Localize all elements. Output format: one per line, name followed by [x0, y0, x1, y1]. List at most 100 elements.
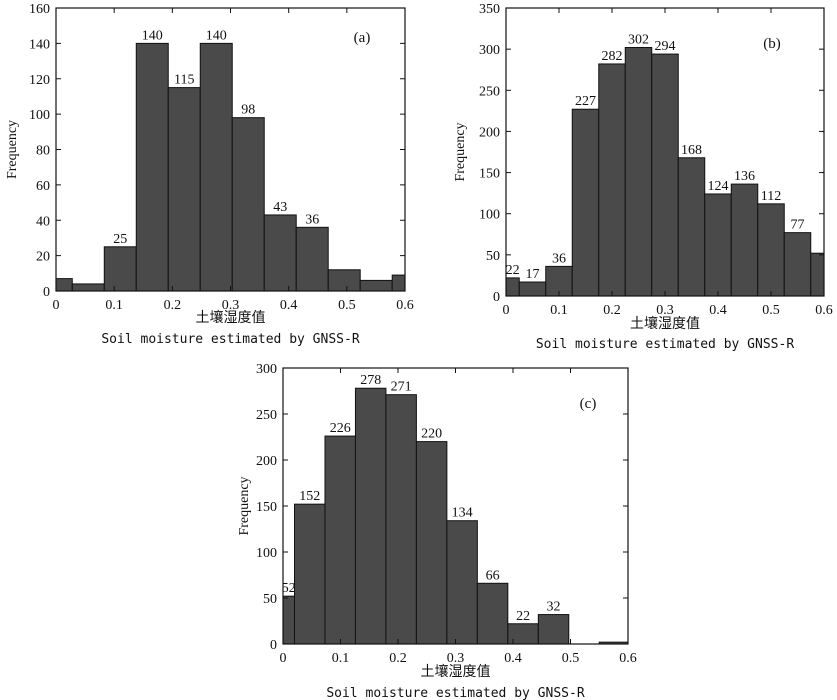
x-tick-label: 0.2 [389, 651, 407, 666]
histogram-bar [810, 252, 825, 297]
y-tick-label: 20 [36, 250, 50, 265]
bar-value-label: 32 [547, 600, 561, 615]
histogram-bar [135, 42, 169, 292]
panel-label: (b) [763, 36, 781, 52]
bar-value-label: 136 [734, 169, 755, 184]
bar-value-label: 278 [360, 373, 381, 388]
y-tick-label: 150 [256, 500, 277, 515]
histogram-bar [507, 623, 539, 645]
histogram-bar [231, 117, 265, 292]
histogram-bar [167, 87, 201, 292]
bar-value-label: 226 [330, 421, 351, 436]
histogram-bar [263, 214, 297, 292]
bar-value-label: 112 [761, 189, 781, 204]
y-tick-label: 0 [43, 285, 50, 300]
histogram-bar [71, 283, 105, 292]
histogram-bar [359, 279, 393, 292]
x-tick-label: 0.2 [164, 298, 182, 313]
y-tick-label: 0 [493, 290, 500, 305]
x-axis-label-chinese: 土壤湿度值 [196, 309, 266, 326]
bar-value-label: 168 [681, 143, 702, 158]
y-tick-label: 40 [36, 214, 50, 229]
x-tick-label: 0 [53, 298, 60, 313]
y-axis-label: Frequency [453, 122, 468, 181]
x-tick-label: 0.1 [105, 298, 123, 313]
bar-value-label: 140 [142, 28, 163, 43]
x-tick-label: 0.5 [562, 651, 580, 666]
y-tick-label: 50 [263, 592, 277, 607]
histogram-bar [385, 394, 417, 645]
x-tick-label: 0.5 [762, 303, 780, 318]
y-tick-label: 0 [270, 638, 277, 653]
histogram-bar [598, 63, 626, 297]
bar-value-label: 77 [791, 218, 805, 233]
bar-value-label: 294 [655, 39, 676, 54]
histogram-bar [704, 193, 732, 297]
x-tick-label: 0.6 [815, 303, 833, 318]
y-tick-label: 100 [256, 546, 277, 561]
y-tick-label: 250 [256, 408, 277, 423]
histogram-bar [295, 226, 329, 292]
x-tick-label: 0.6 [396, 298, 414, 313]
y-tick-label: 250 [479, 84, 500, 99]
bar-value-label: 98 [241, 103, 255, 118]
histogram-panel-c: 52 152 226 278 271 220 134 66 22 32 0 0.1 0.2 0.3 0.4 0… [237, 362, 637, 700]
histogram-bar [55, 278, 73, 292]
bar-value-label: 220 [421, 427, 442, 442]
histogram-bar [199, 42, 233, 292]
bar-value-label: 36 [552, 251, 566, 266]
x-tick-label: 0.3 [222, 298, 240, 313]
histogram-bar [624, 46, 653, 297]
bar-value-label: 124 [708, 179, 729, 194]
histogram-bar [518, 281, 547, 297]
y-tick-label: 140 [29, 37, 50, 52]
histogram-bar [324, 435, 356, 645]
histogram-panel-a: 25 140 115 140 98 43 36 0 0.1 0.2 0.3 0.4 0.5 0.6 0 20 4… [5, 2, 414, 347]
bar-value-label: 43 [273, 200, 287, 215]
y-tick-label: 100 [29, 108, 50, 123]
y-tick-label: 300 [479, 43, 500, 58]
y-tick-label: 300 [256, 362, 277, 377]
bar-value-label: 134 [452, 506, 473, 521]
x-axis-label-english: Soil moisture estimated by GNSS-R [536, 337, 794, 352]
histogram-bar [757, 203, 785, 297]
x-tick-label: 0.3 [447, 651, 465, 666]
x-tick-label: 0.1 [550, 303, 568, 318]
histogram-bar [505, 277, 520, 297]
y-tick-label: 160 [29, 2, 50, 17]
y-axis-label: Frequency [5, 120, 20, 179]
y-tick-label: 350 [479, 2, 500, 17]
bar-value-label: 66 [486, 568, 500, 583]
bar-value-label: 140 [206, 28, 227, 43]
bar-value-label: 302 [628, 32, 649, 47]
y-tick-label: 50 [486, 249, 500, 264]
y-tick-label: 120 [29, 73, 50, 88]
y-tick-label: 60 [36, 179, 50, 194]
histogram-bar [294, 503, 326, 645]
histogram-bar [282, 595, 295, 645]
bar-value-label: 22 [516, 609, 530, 624]
y-tick-label: 200 [479, 125, 500, 140]
x-tick-label: 0 [503, 303, 510, 318]
x-tick-label: 0.4 [280, 298, 298, 313]
panel-label: (a) [354, 30, 371, 46]
x-tick-label: 0.6 [619, 651, 637, 666]
histogram-bar [476, 582, 509, 645]
y-tick-label: 200 [256, 454, 277, 469]
x-tick-label: 0.1 [332, 651, 350, 666]
histogram-bar [446, 520, 478, 645]
histogram-bar [571, 108, 600, 297]
y-tick-label: 100 [479, 208, 500, 223]
histogram-bar [677, 157, 706, 297]
bar-value-label: 152 [299, 489, 320, 504]
bar-value-label: 25 [113, 232, 127, 247]
histogram-bar [783, 232, 812, 297]
x-tick-label: 0.4 [504, 651, 522, 666]
histogram-panel-b: 22 17 36 227 282 302 294 168 124 136 112 77 0 0.1 0.2 0… [453, 2, 833, 352]
histogram-bar [651, 53, 679, 297]
x-tick-label: 0.5 [338, 298, 356, 313]
x-tick-label: 0 [280, 651, 287, 666]
histogram-bar [354, 387, 387, 645]
y-axis-label: Frequency [237, 476, 252, 535]
